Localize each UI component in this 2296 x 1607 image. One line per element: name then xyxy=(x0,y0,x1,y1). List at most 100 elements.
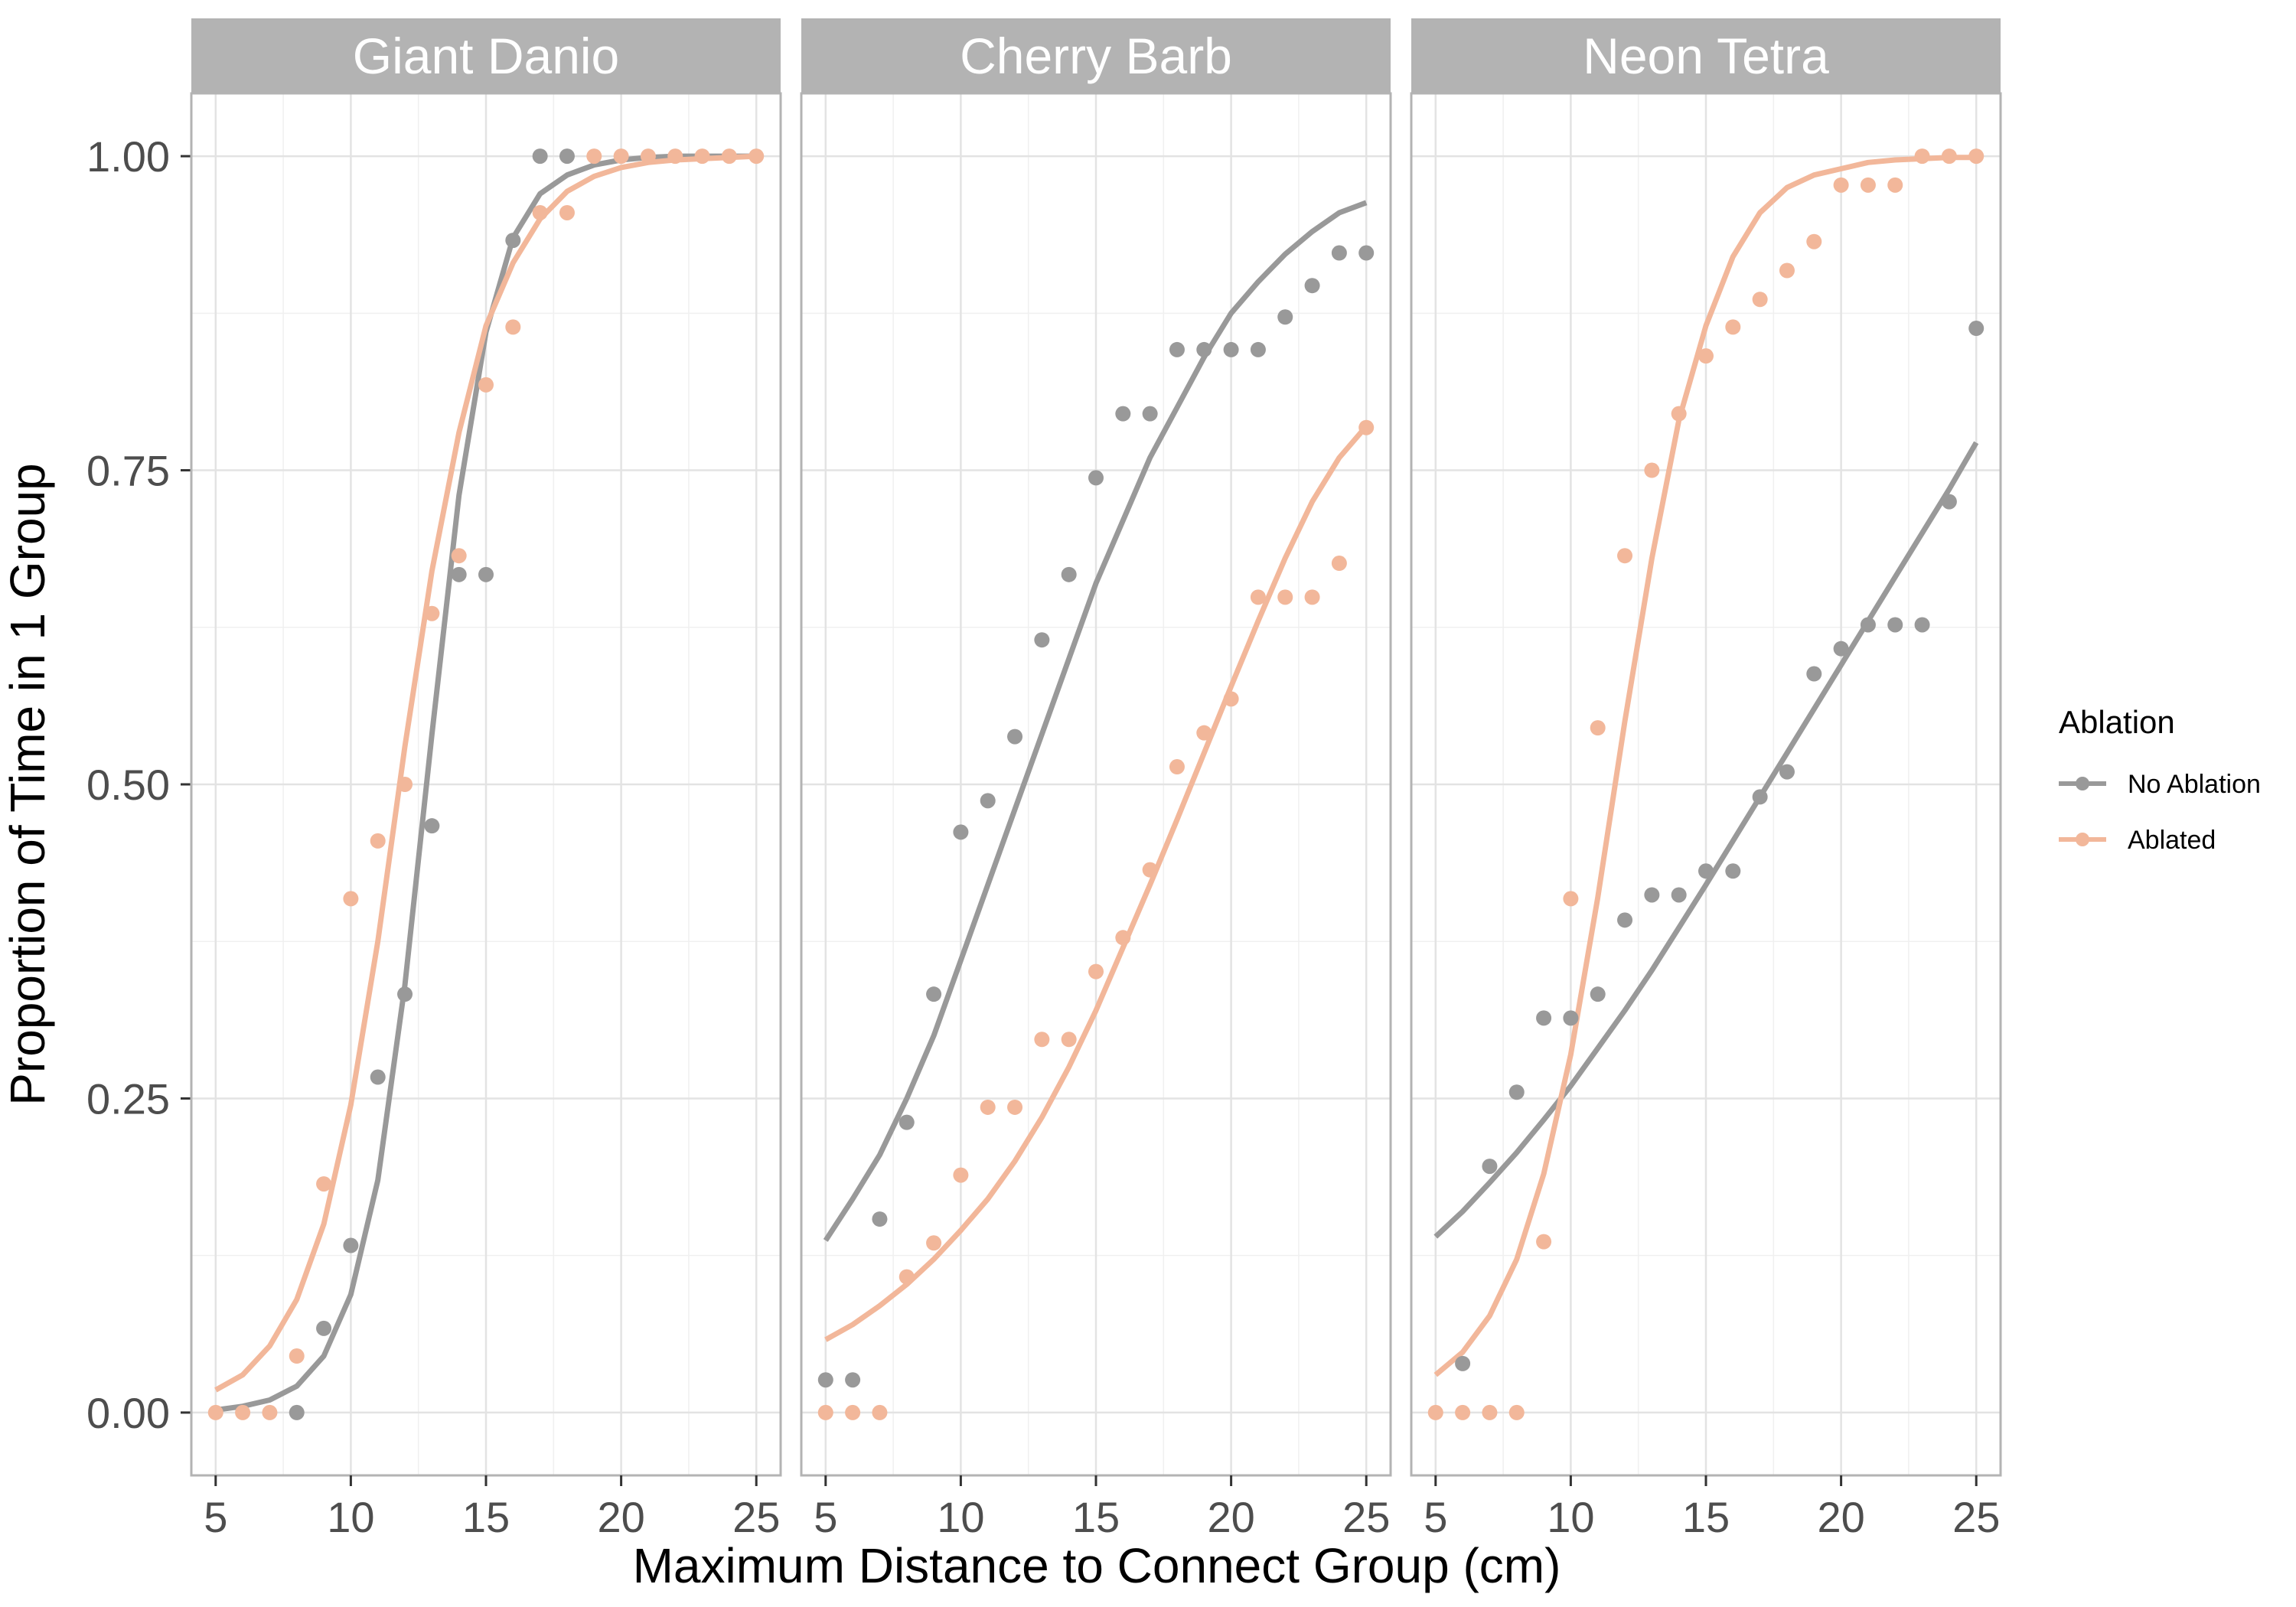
data-point-no-ablation xyxy=(1455,1355,1471,1371)
data-point-no-ablation xyxy=(397,986,413,1002)
data-point-ablated xyxy=(748,148,765,165)
y-axis-title: Proportion of Time in 1 Group xyxy=(0,463,55,1106)
x-tick-label: 10 xyxy=(327,1493,374,1541)
strip-title: Cherry Barb xyxy=(960,28,1232,84)
legend-key-point xyxy=(2076,777,2089,790)
data-point-no-ablation xyxy=(316,1320,332,1336)
legend: Ablation No Ablation Ablated xyxy=(2059,704,2261,855)
data-point-ablated xyxy=(1061,1032,1077,1048)
data-point-ablated xyxy=(694,148,710,165)
data-point-no-ablation xyxy=(1806,666,1822,682)
data-point-ablated xyxy=(1887,177,1903,193)
data-point-no-ablation xyxy=(1725,863,1741,879)
data-point-ablated xyxy=(316,1176,332,1192)
y-tick-label: 1.00 xyxy=(86,132,170,181)
data-point-ablated xyxy=(478,376,494,393)
data-point-ablated xyxy=(1331,556,1347,572)
data-point-no-ablation xyxy=(1196,341,1212,357)
data-point-ablated xyxy=(1779,262,1795,279)
data-point-no-ablation xyxy=(872,1211,888,1227)
data-point-no-ablation xyxy=(1358,245,1375,261)
data-point-ablated xyxy=(1304,589,1320,605)
data-point-no-ablation xyxy=(1590,986,1606,1002)
data-point-ablated xyxy=(1034,1032,1050,1048)
data-point-ablated xyxy=(1277,589,1293,605)
data-point-no-ablation xyxy=(1115,406,1131,422)
strip-background xyxy=(1411,18,2001,93)
data-point-ablated xyxy=(1115,930,1131,946)
data-point-no-ablation xyxy=(1752,789,1768,805)
data-point-no-ablation xyxy=(1508,1084,1525,1100)
x-tick-label: 5 xyxy=(204,1493,227,1541)
data-point-ablated xyxy=(721,148,737,165)
data-point-ablated xyxy=(1482,1404,1498,1420)
data-point-no-ablation xyxy=(343,1237,359,1253)
data-point-ablated xyxy=(1455,1404,1471,1420)
data-point-ablated xyxy=(451,548,467,564)
data-point-no-ablation xyxy=(953,824,969,840)
strip-background xyxy=(801,18,1391,93)
data-point-no-ablation xyxy=(817,1372,833,1388)
x-tick-label: 20 xyxy=(597,1493,644,1541)
data-point-no-ablation xyxy=(478,566,494,582)
legend-items: No Ablation Ablated xyxy=(2059,770,2261,855)
data-point-ablated xyxy=(1968,148,1985,165)
data-point-no-ablation xyxy=(1304,278,1320,294)
data-point-ablated xyxy=(1617,548,1633,564)
data-point-no-ablation xyxy=(505,233,521,249)
x-tick-label: 25 xyxy=(1952,1493,2000,1541)
data-point-no-ablation xyxy=(532,148,548,165)
data-point-no-ablation xyxy=(1563,1010,1579,1026)
data-point-ablated xyxy=(613,148,629,165)
data-point-no-ablation xyxy=(1061,566,1077,582)
data-point-ablated xyxy=(1752,292,1768,308)
data-point-no-ablation xyxy=(1482,1159,1498,1175)
data-point-ablated xyxy=(1007,1099,1023,1115)
data-point-ablated xyxy=(1427,1404,1443,1420)
data-point-no-ablation xyxy=(1142,406,1158,422)
data-point-ablated xyxy=(1223,691,1239,707)
y-tick-label: 0.25 xyxy=(86,1074,170,1123)
data-point-ablated xyxy=(872,1404,888,1420)
data-point-no-ablation xyxy=(1833,641,1849,657)
data-point-no-ablation xyxy=(1779,764,1795,780)
x-tick-label: 20 xyxy=(1207,1493,1254,1541)
y-tick-label: 0.75 xyxy=(86,447,170,495)
data-point-ablated xyxy=(1833,177,1849,193)
data-point-ablated xyxy=(899,1269,915,1285)
data-point-no-ablation xyxy=(1169,341,1185,357)
data-point-no-ablation xyxy=(1088,470,1104,486)
data-point-no-ablation xyxy=(559,148,575,165)
fit-line-no-ablation xyxy=(823,200,1368,1242)
data-point-ablated xyxy=(1671,406,1687,422)
data-point-no-ablation xyxy=(1007,729,1023,745)
x-axis-title: Maximum Distance to Connect Group (cm) xyxy=(633,1538,1561,1593)
data-point-ablated xyxy=(262,1404,278,1420)
fit-line-no-ablation xyxy=(1433,441,1979,1239)
data-point-ablated xyxy=(1860,177,1876,193)
data-point-no-ablation xyxy=(980,793,996,809)
x-tick-label: 20 xyxy=(1817,1493,1864,1541)
data-point-ablated xyxy=(845,1404,861,1420)
data-point-ablated xyxy=(370,833,386,849)
data-point-ablated xyxy=(343,891,359,907)
data-point-no-ablation xyxy=(926,986,942,1002)
legend-key-point xyxy=(2076,833,2089,846)
data-point-no-ablation xyxy=(1277,309,1293,325)
data-point-no-ablation xyxy=(289,1404,305,1420)
data-point-ablated xyxy=(926,1235,942,1251)
data-point-ablated xyxy=(1914,148,1930,165)
data-point-ablated xyxy=(667,148,683,165)
data-point-ablated xyxy=(1806,233,1822,249)
data-point-ablated xyxy=(953,1167,969,1183)
data-point-no-ablation xyxy=(1914,617,1930,633)
data-point-no-ablation xyxy=(1671,887,1687,903)
data-point-no-ablation xyxy=(1887,617,1903,633)
data-point-no-ablation xyxy=(845,1372,861,1388)
data-point-no-ablation xyxy=(1644,887,1660,903)
x-tick-label: 25 xyxy=(732,1493,780,1541)
data-point-ablated xyxy=(397,777,413,792)
data-point-ablated xyxy=(505,319,521,335)
data-point-ablated xyxy=(559,204,575,220)
legend-title: Ablation xyxy=(2059,704,2175,740)
